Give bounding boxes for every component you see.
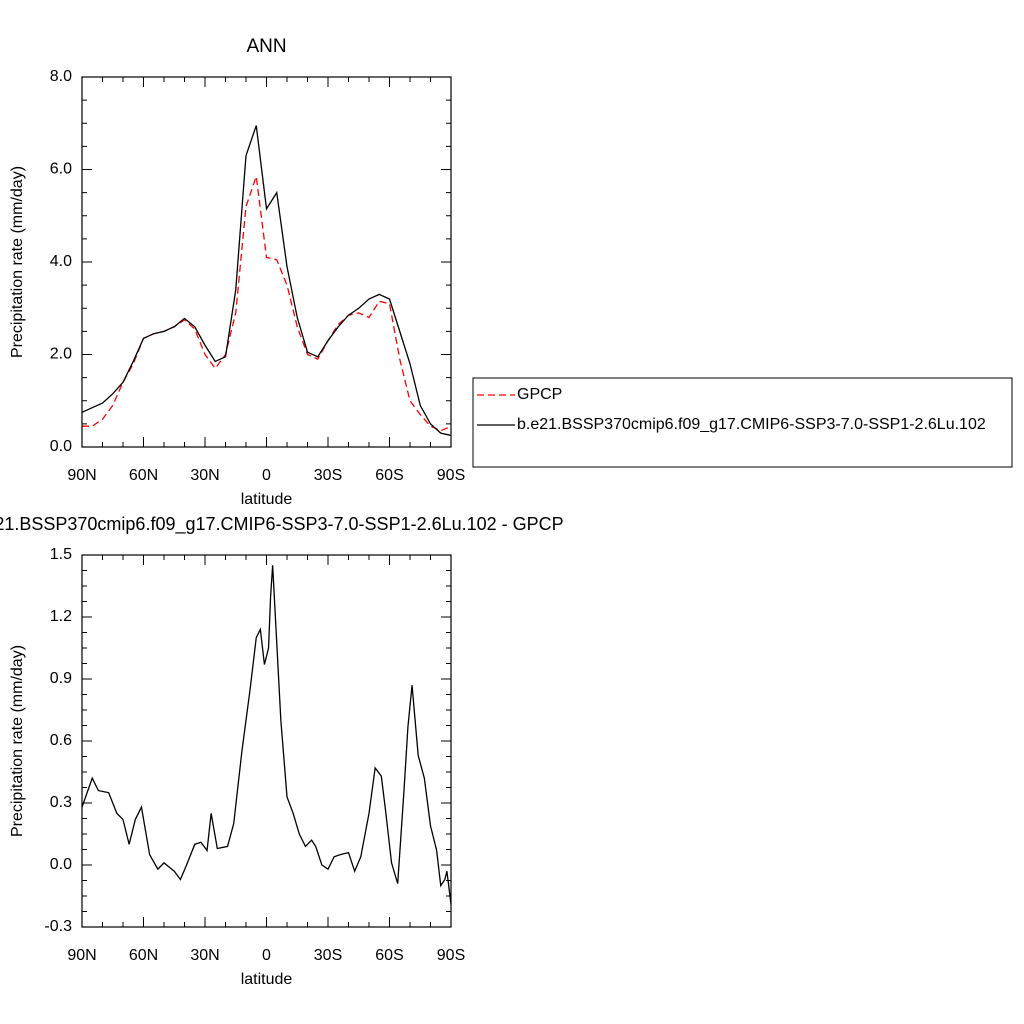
plot-frame [81,554,452,928]
y-tick-label: 0.0 [50,438,72,455]
chart-title: b.e21.BSSP370cmip6.f09_g17.CMIP6-SSP3-7.… [0,514,564,535]
y-tick-label: 0.9 [50,670,72,687]
x-tick-label: 60N [129,467,158,484]
y-tick-label: 8.0 [50,68,72,85]
y-tick-label: 6.0 [50,161,72,178]
y-tick-label: 4.0 [50,253,72,270]
x-tick-label: 90S [437,947,465,964]
x-tick-label: 60S [375,467,403,484]
x-tick-label: 0 [262,947,271,964]
y-tick-label: 0.6 [50,732,72,749]
series-line [81,565,452,905]
plot-frame [81,76,452,448]
x-tick-label: 60N [129,947,158,964]
x-tick-label: 90N [67,467,96,484]
y-axis-label: Precipitation rate (mm/day) [9,645,26,837]
series-line [82,176,452,432]
x-axis-label: latitude [241,491,293,508]
y-tick-label: 2.0 [50,346,72,363]
x-tick-label: 90S [437,467,465,484]
y-axis-label: Precipitation rate (mm/day) [9,166,26,358]
x-tick-label: 0 [262,467,271,484]
x-tick-label: 30N [190,947,219,964]
x-tick-label: 30S [314,467,342,484]
series-line [81,125,452,437]
y-tick-label: 0.0 [50,856,72,873]
x-tick-label: 90N [67,947,96,964]
legend-label: b.e21.BSSP370cmip6.f09_g17.CMIP6-SSP3-7.… [517,416,986,433]
x-tick-label: 30S [314,947,342,964]
y-tick-label: -0.3 [44,918,72,935]
y-tick-label: 0.3 [50,794,72,811]
y-tick-label: 1.5 [50,546,72,563]
x-tick-label: 30N [190,467,219,484]
x-tick-label: 60S [375,947,403,964]
y-tick-label: 1.2 [50,608,72,625]
chart-title: ANN [246,36,286,57]
legend-label: GPCP [517,386,562,403]
x-axis-label: latitude [241,971,293,988]
legend-box [472,377,1013,468]
